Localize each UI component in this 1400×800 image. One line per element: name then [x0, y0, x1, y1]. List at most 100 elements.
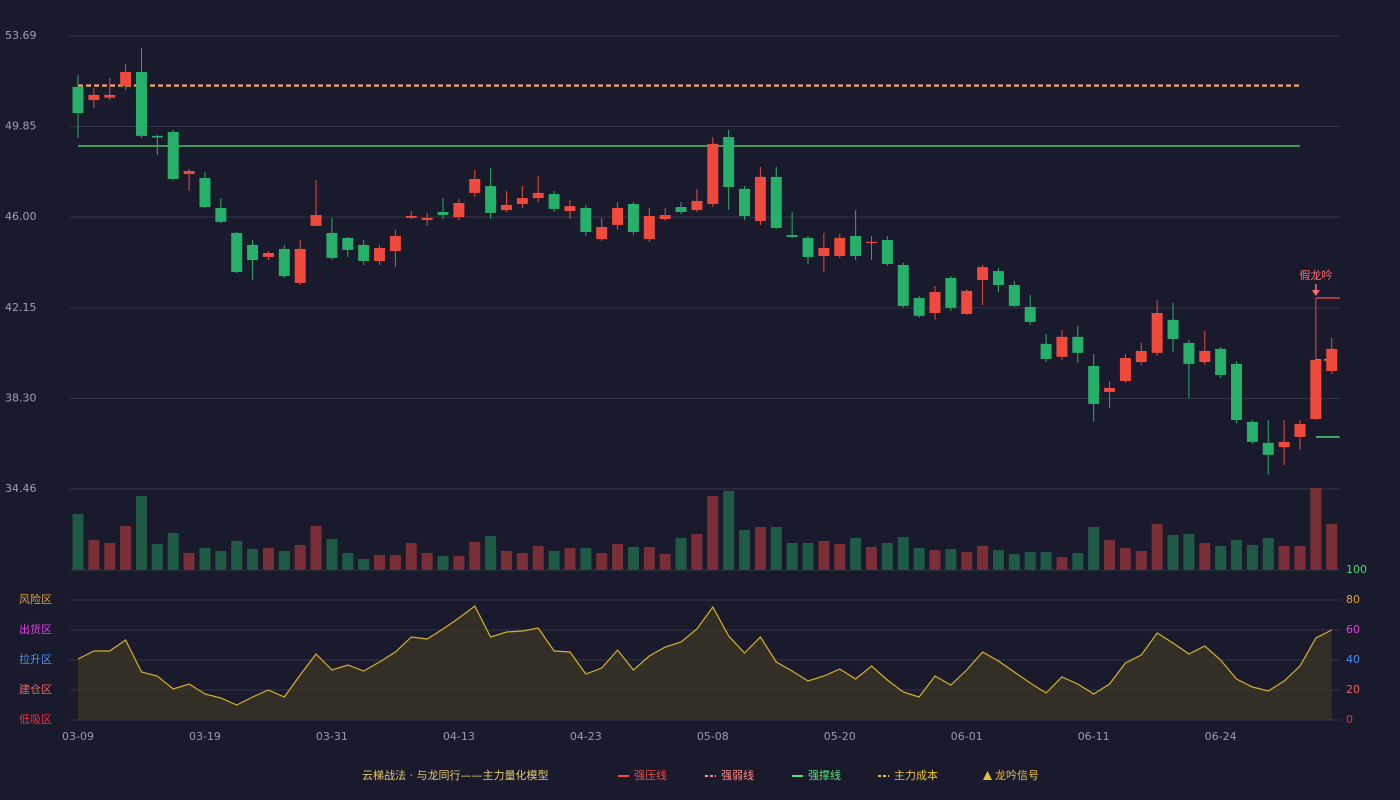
- candle-body: [834, 237, 846, 257]
- candle-body: [1072, 336, 1084, 353]
- volume-bar: [564, 548, 576, 570]
- candle-body: [754, 176, 766, 221]
- candle-body: [850, 235, 862, 257]
- volume-bar: [643, 547, 655, 570]
- legend-label: 主力成本: [894, 768, 938, 782]
- candle-body: [88, 94, 100, 101]
- volume-bar: [183, 553, 195, 570]
- candle-body: [1056, 336, 1068, 357]
- volume-bar: [707, 496, 719, 570]
- volume-bar: [326, 539, 338, 570]
- candle-body: [374, 248, 386, 261]
- volume-bar: [437, 556, 449, 570]
- volume-bar: [1183, 534, 1195, 570]
- candle-body: [627, 203, 639, 232]
- candle-body: [469, 178, 481, 193]
- candle-body: [818, 248, 830, 257]
- volume-bar: [88, 540, 100, 570]
- legend-label: 强压线: [634, 768, 667, 782]
- volume-bar: [1072, 553, 1084, 570]
- indicator-tick-label: 20: [1346, 683, 1360, 696]
- candle-body: [120, 72, 132, 86]
- indicator-tick-label: 40: [1346, 653, 1360, 666]
- volume-bar: [945, 549, 957, 570]
- volume-bar: [627, 547, 639, 570]
- candle-body: [992, 271, 1004, 285]
- candle-body: [151, 135, 163, 138]
- candle-body: [1135, 350, 1147, 363]
- volume-bar: [897, 537, 909, 570]
- candle-body: [215, 207, 227, 222]
- candle-body: [770, 176, 782, 228]
- legend-label: 强撑线: [808, 768, 841, 782]
- candle-body: [881, 240, 893, 265]
- y-tick-label: 46.00: [5, 210, 37, 223]
- volume-bar: [215, 551, 227, 570]
- volume-bar: [739, 530, 751, 570]
- volume-bar: [532, 546, 544, 570]
- candle-body: [167, 131, 179, 179]
- volume-bar: [866, 547, 877, 570]
- y-tick-label: 38.30: [5, 392, 37, 405]
- volume-bar: [278, 551, 290, 570]
- candle-body: [1183, 342, 1195, 364]
- volume-bar: [961, 552, 973, 570]
- candle-body: [1310, 359, 1322, 420]
- candle-body: [723, 137, 735, 187]
- x-tick-label: 05-08: [697, 730, 729, 743]
- volume-bar: [342, 553, 354, 570]
- candle-body: [437, 211, 449, 216]
- legend-title: 云梯战法 · 与龙同行——主力量化模型: [362, 768, 549, 782]
- volume-bar: [262, 548, 274, 570]
- volume-bar: [913, 548, 925, 570]
- zone-label: 出货区: [19, 622, 52, 636]
- candle-body: [294, 248, 306, 283]
- candle-body: [659, 215, 671, 220]
- candle-body: [1246, 421, 1258, 442]
- candle-body: [1167, 319, 1179, 339]
- candle-body: [691, 200, 703, 211]
- candle-body: [675, 207, 687, 212]
- candle-body: [342, 237, 354, 250]
- candle-body: [183, 170, 195, 175]
- legend-label: 龙吟信号: [995, 768, 1039, 782]
- candle-body: [739, 188, 751, 216]
- volume-bar: [516, 553, 528, 570]
- candle-body: [231, 232, 243, 273]
- volume-bar: [786, 543, 798, 570]
- volume-bar: [818, 541, 830, 570]
- volume-bar: [453, 556, 465, 570]
- volume-bar: [389, 555, 401, 570]
- x-tick-label: 03-31: [316, 730, 348, 743]
- candle-body: [1294, 423, 1306, 437]
- volume-bar: [850, 538, 862, 570]
- candle-body: [1088, 366, 1100, 404]
- candle-body: [1008, 284, 1020, 306]
- candle-body: [1326, 348, 1338, 371]
- volume-bar: [754, 527, 766, 570]
- candle-body: [564, 206, 576, 212]
- volume-bar: [1135, 551, 1147, 570]
- volume-bar: [1278, 546, 1290, 570]
- zone-label: 拉升区: [19, 652, 52, 666]
- volume-bar: [1231, 540, 1243, 570]
- volume-bar: [548, 551, 560, 570]
- x-tick-label: 03-19: [189, 730, 221, 743]
- annotation: 假龙吟: [1299, 268, 1332, 282]
- y-tick-label: 49.85: [5, 119, 37, 132]
- candle-body: [72, 86, 84, 114]
- volume-bar: [1104, 540, 1116, 570]
- volume-bar: [992, 550, 1004, 570]
- volume-bar: [1024, 552, 1036, 570]
- volume-bar: [167, 533, 179, 570]
- candle-body: [516, 198, 528, 204]
- volume-bar: [1008, 554, 1020, 570]
- candle-body: [310, 215, 322, 226]
- volume-bar: [659, 554, 671, 570]
- candle-body: [262, 252, 274, 257]
- candle-body: [421, 217, 433, 220]
- indicator-tick-label: 100: [1346, 563, 1367, 576]
- candle-body: [104, 94, 116, 98]
